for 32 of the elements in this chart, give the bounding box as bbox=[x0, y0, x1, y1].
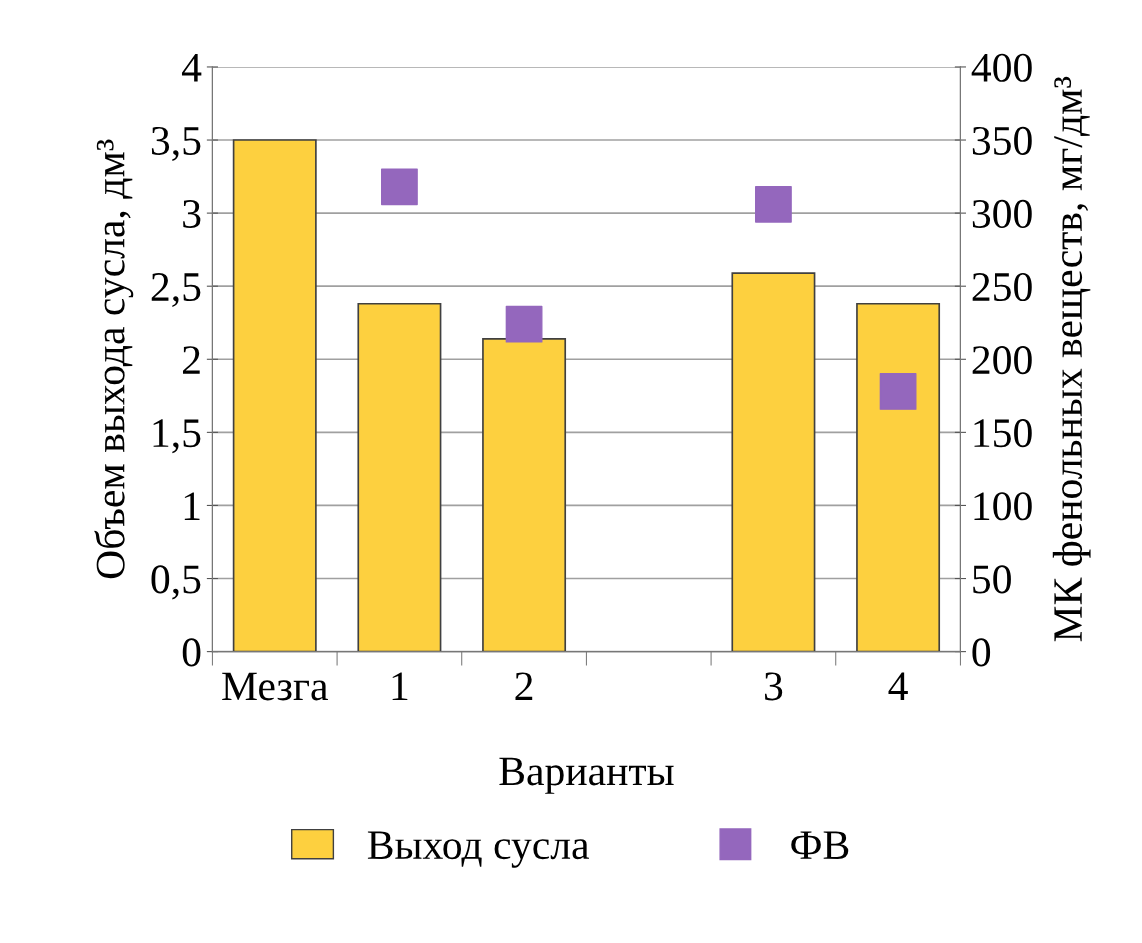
x-tick-label: 1 bbox=[392, 672, 408, 700]
y-tick-label: 1 bbox=[184, 492, 200, 520]
x-axis-title: Варианты bbox=[499, 757, 674, 794]
y2-axis-title: МК фенольных веществ, мг/дм³ bbox=[1052, 76, 1091, 642]
point bbox=[505, 305, 543, 343]
y-tick-label: 0 bbox=[182, 638, 201, 667]
y-tick-label: 0,5 bbox=[151, 565, 201, 600]
point bbox=[755, 185, 792, 223]
point bbox=[381, 168, 418, 206]
y-tick-label: 4 bbox=[181, 53, 202, 82]
y2-tick-label: 250 bbox=[972, 272, 1032, 302]
point bbox=[879, 373, 917, 410]
y-tick-label: 2,5 bbox=[151, 273, 201, 308]
y2-tick-label: 400 bbox=[971, 53, 1032, 82]
y-tick-label: 3 bbox=[183, 199, 201, 228]
x-tick-label: Мезга bbox=[222, 672, 328, 701]
y2-tick-label: 0 bbox=[972, 638, 991, 667]
y-axis-title: Объем выхода сусла, дм³ bbox=[94, 139, 134, 579]
y2-tick-label: 300 bbox=[972, 199, 1032, 228]
x-tick-label: 4 bbox=[888, 672, 908, 700]
x-tick-label: 3 bbox=[765, 672, 783, 701]
y2-tick-label: 350 bbox=[972, 126, 1032, 155]
legend-label: Выход сусла bbox=[367, 831, 589, 868]
y-tick-label: 2 bbox=[182, 346, 200, 374]
y-tick-label: 3,5 bbox=[151, 126, 201, 161]
y-tick-label: 1,5 bbox=[153, 419, 201, 454]
x-tick-label: 2 bbox=[515, 672, 533, 700]
y2-tick-label: 50 bbox=[973, 565, 1011, 594]
y2-tick-label: 200 bbox=[972, 346, 1032, 375]
y2-tick-label: 100 bbox=[974, 492, 1032, 521]
legend-label: ФВ bbox=[791, 831, 849, 859]
y2-tick-label: 150 bbox=[974, 419, 1032, 448]
